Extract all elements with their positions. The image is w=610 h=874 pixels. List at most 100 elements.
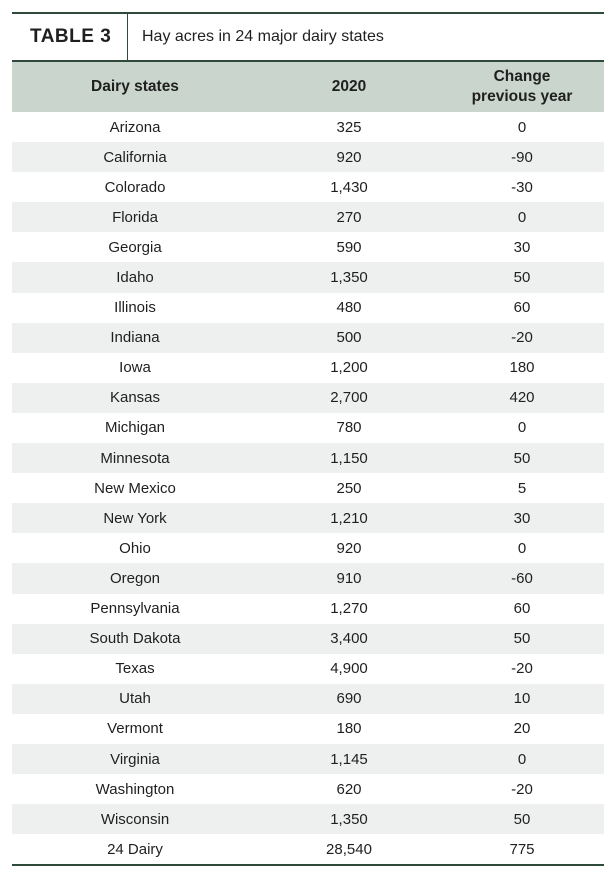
table-cell: 1,210 bbox=[258, 503, 440, 534]
table-cell: 0 bbox=[440, 743, 604, 775]
table-cell: 1,350 bbox=[258, 804, 440, 835]
table-cell: 50 bbox=[440, 623, 604, 654]
table-cell: 0 bbox=[440, 202, 604, 233]
table-row: Wisconsin 1,350 50 bbox=[12, 804, 604, 835]
table-row: Georgia 590 30 bbox=[12, 232, 604, 262]
table-cell: 60 bbox=[513, 299, 531, 317]
table-cell: 420 bbox=[440, 382, 604, 413]
table-row: Kansas 2,700 420 bbox=[12, 382, 604, 413]
table-cell: Arizona bbox=[109, 118, 161, 136]
table-cell: 4,900 bbox=[330, 660, 368, 678]
table-row: New Mexico 250 5 bbox=[12, 473, 604, 503]
column-header: Dairy states bbox=[12, 62, 258, 112]
table-cell: Colorado bbox=[104, 178, 166, 196]
table-row: Colorado 1,430 -30 bbox=[12, 172, 604, 202]
table-cell: 590 bbox=[336, 238, 362, 256]
table-header-bar: TABLE 3 Hay acres in 24 major dairy stat… bbox=[12, 12, 604, 62]
table-cell: 24 Dairy bbox=[107, 840, 163, 858]
table-row: California 920 -90 bbox=[12, 142, 604, 173]
table-cell: -30 bbox=[511, 178, 533, 196]
table-row: Indiana 500 -20 bbox=[12, 322, 604, 353]
table-cell: 270 bbox=[258, 202, 440, 233]
table-cell: -20 bbox=[511, 780, 533, 798]
table-cell: South Dakota bbox=[12, 623, 258, 654]
column-header: Change previous year bbox=[440, 62, 604, 112]
table-cell: 780 bbox=[336, 419, 362, 437]
table-cell: -90 bbox=[440, 142, 604, 173]
table-row: Florida 270 0 bbox=[12, 202, 604, 233]
table-cell: 50 bbox=[440, 804, 604, 835]
table-cell: -20 bbox=[440, 322, 604, 353]
table-cell: 60 bbox=[513, 600, 531, 618]
table-cell: 910 bbox=[258, 563, 440, 594]
table-cell: Virginia bbox=[12, 743, 258, 775]
table-cell: Ohio bbox=[119, 539, 151, 557]
table-cell: 30 bbox=[513, 238, 531, 256]
table-row: 24 Dairy 28,540 775 bbox=[12, 834, 604, 865]
table-cell: New Mexico bbox=[94, 479, 176, 497]
table-cell: Vermont bbox=[107, 720, 163, 738]
table-cell: Texas bbox=[115, 660, 155, 678]
table-row: Utah 690 10 bbox=[12, 683, 604, 714]
table-cell: 0 bbox=[517, 419, 527, 437]
table-cell: Florida bbox=[12, 202, 258, 233]
table-row: Virginia 1,145 0 bbox=[12, 743, 604, 775]
header-row: Dairy states 2020 Change previous year bbox=[12, 62, 604, 112]
table-cell: -60 bbox=[440, 563, 604, 594]
table-cell: Indiana bbox=[12, 322, 258, 353]
table-cell: 2,700 bbox=[258, 382, 440, 413]
table-cell: 325 bbox=[336, 118, 362, 136]
table-cell: Iowa bbox=[119, 359, 151, 377]
table-cell: Pennsylvania bbox=[90, 600, 180, 618]
table-cell: 3,400 bbox=[258, 623, 440, 654]
table-cell: 180 bbox=[336, 720, 362, 738]
table-cell: -20 bbox=[511, 660, 533, 678]
table-cell: 50 bbox=[440, 262, 604, 293]
table-row: Washington 620 -20 bbox=[12, 774, 604, 804]
table-cell: Idaho bbox=[12, 262, 258, 293]
table-row: Oregon 910 -60 bbox=[12, 563, 604, 594]
table-cell: 1,150 bbox=[258, 443, 440, 474]
table-cell: 30 bbox=[440, 503, 604, 534]
table-cell: 775 bbox=[509, 840, 535, 858]
table-cell: 20 bbox=[513, 720, 531, 738]
table-title: Hay acres in 24 major dairy states bbox=[142, 28, 384, 45]
table-row: Texas 4,900 -20 bbox=[12, 654, 604, 684]
table-cell: 50 bbox=[440, 443, 604, 474]
table-cell: Georgia bbox=[108, 238, 162, 256]
table-cell: New York bbox=[12, 503, 258, 534]
table-body: Arizona 325 0 California 920 -90 Colorado 1,430… bbox=[12, 112, 604, 865]
table-row: Vermont 180 20 bbox=[12, 714, 604, 744]
table-row: Minnesota 1,150 50 bbox=[12, 443, 604, 474]
table-row: Ohio 920 0 bbox=[12, 533, 604, 563]
data-table: Dairy states 2020 Change previous year A… bbox=[12, 62, 604, 867]
table-row: Arizona 325 0 bbox=[12, 112, 604, 142]
table-row: Iowa 1,200 180 bbox=[12, 353, 604, 383]
table-cell: Utah bbox=[12, 683, 258, 714]
table-cell: Michigan bbox=[104, 419, 166, 437]
table-cell: 10 bbox=[440, 683, 604, 714]
table-row: Michigan 780 0 bbox=[12, 413, 604, 443]
table-row: New York 1,210 30 bbox=[12, 503, 604, 534]
table-cell: California bbox=[12, 142, 258, 173]
table-cell: Kansas bbox=[12, 382, 258, 413]
column-header: 2020 bbox=[258, 62, 440, 112]
table-cell: Washington bbox=[95, 780, 175, 798]
table-cell: 920 bbox=[336, 539, 362, 557]
table-cell: 920 bbox=[258, 142, 440, 173]
table-cell: 1,350 bbox=[258, 262, 440, 293]
table-cell: 5 bbox=[517, 479, 527, 497]
table-label: TABLE 3 bbox=[12, 14, 128, 60]
table-cell: 690 bbox=[258, 683, 440, 714]
table-cell: 180 bbox=[509, 359, 535, 377]
table-cell: 0 bbox=[517, 539, 527, 557]
table-row: Pennsylvania 1,270 60 bbox=[12, 594, 604, 624]
table-row: South Dakota 3,400 50 bbox=[12, 623, 604, 654]
table-cell: 500 bbox=[258, 322, 440, 353]
table-cell: 1,430 bbox=[330, 178, 368, 196]
table-cell: 250 bbox=[336, 479, 362, 497]
table-row: Idaho 1,350 50 bbox=[12, 262, 604, 293]
table-row: Illinois 480 60 bbox=[12, 293, 604, 323]
table-cell: 1,145 bbox=[258, 743, 440, 775]
